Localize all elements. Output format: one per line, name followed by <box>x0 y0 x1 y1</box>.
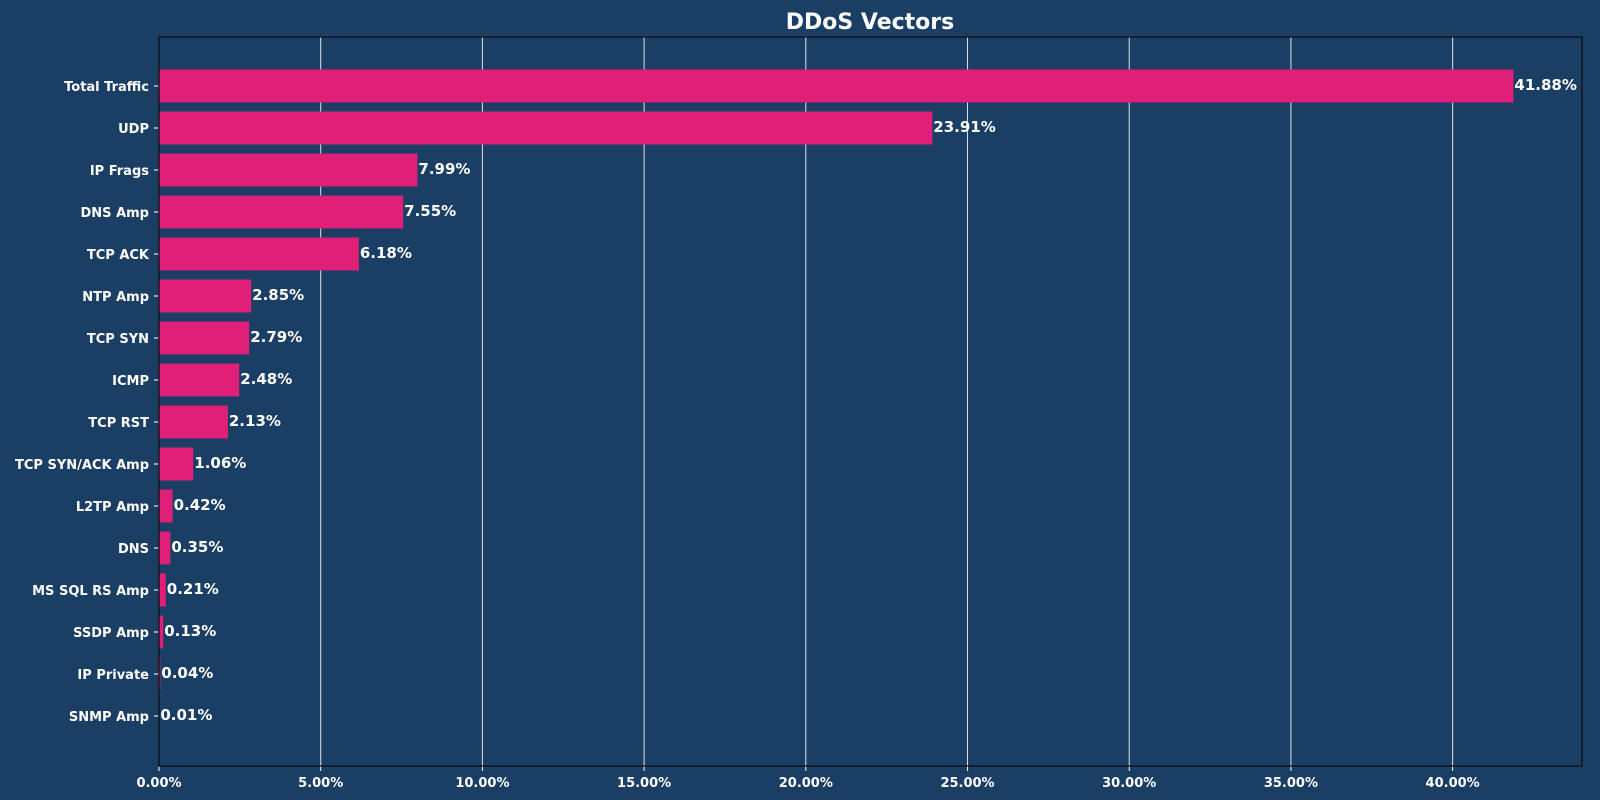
value-label: 0.42% <box>174 496 226 514</box>
category-label: TCP SYN/ACK Amp <box>15 458 149 473</box>
x-tick-label: 10.00% <box>455 776 509 791</box>
bar <box>159 279 252 313</box>
plot-frame <box>158 36 1583 767</box>
value-label: 0.04% <box>161 664 213 682</box>
value-label: 2.79% <box>250 328 302 346</box>
value-label: 2.48% <box>240 370 292 388</box>
bar <box>159 69 1514 103</box>
labels-layer: 0.00% 5.00% 10.00% 15.00% 20.00% 25.00% 30.00%… <box>15 76 1577 791</box>
value-label: 2.85% <box>252 286 304 304</box>
bar <box>159 321 250 355</box>
bars-layer <box>159 69 1514 733</box>
category-label: TCP RST <box>88 416 149 431</box>
value-label: 0.35% <box>171 538 223 556</box>
category-label: IP Frags <box>90 164 149 179</box>
category-label: TCP ACK <box>87 248 150 263</box>
category-label: DNS <box>118 542 149 557</box>
category-label: Total Traffic <box>64 80 149 95</box>
category-label: TCP SYN <box>87 332 149 347</box>
category-label: SSDP Amp <box>73 626 149 641</box>
bar <box>159 615 164 649</box>
value-label: 0.13% <box>164 622 216 640</box>
value-label: 6.18% <box>360 244 412 262</box>
bar <box>159 447 194 481</box>
value-label: 41.88% <box>1514 76 1576 94</box>
bar <box>159 111 933 145</box>
bar <box>159 363 240 397</box>
bar <box>159 489 173 523</box>
value-label: 1.06% <box>194 454 246 472</box>
category-label: SNMP Amp <box>69 710 149 725</box>
value-label: 7.99% <box>418 160 470 178</box>
value-label: 2.13% <box>229 412 281 430</box>
bar <box>159 657 161 691</box>
category-label: IP Private <box>77 668 149 683</box>
value-label: 7.55% <box>404 202 456 220</box>
value-label: 23.91% <box>933 118 995 136</box>
bar <box>159 573 166 607</box>
value-label: 0.21% <box>167 580 219 598</box>
x-tick-label: 0.00% <box>136 776 181 791</box>
bar <box>159 237 359 271</box>
bar <box>159 405 228 439</box>
x-tick-label: 5.00% <box>298 776 343 791</box>
category-label: UDP <box>118 122 149 137</box>
bar <box>159 531 171 565</box>
x-tick-label: 30.00% <box>1102 776 1156 791</box>
chart-title: DDoS Vectors <box>786 10 955 35</box>
x-tick-label: 20.00% <box>779 776 833 791</box>
category-label: ICMP <box>112 374 149 389</box>
bar <box>159 153 418 187</box>
category-label: DNS Amp <box>81 206 149 221</box>
axes-layer <box>154 36 1583 771</box>
category-label: L2TP Amp <box>76 500 149 515</box>
bar <box>159 195 404 229</box>
x-tick-label: 35.00% <box>1264 776 1318 791</box>
x-tick-label: 15.00% <box>617 776 671 791</box>
category-label: NTP Amp <box>82 290 149 305</box>
value-label: 0.01% <box>160 706 212 724</box>
x-tick-label: 25.00% <box>940 776 994 791</box>
category-label: MS SQL RS Amp <box>32 584 149 599</box>
x-tick-label: 40.00% <box>1426 776 1480 791</box>
